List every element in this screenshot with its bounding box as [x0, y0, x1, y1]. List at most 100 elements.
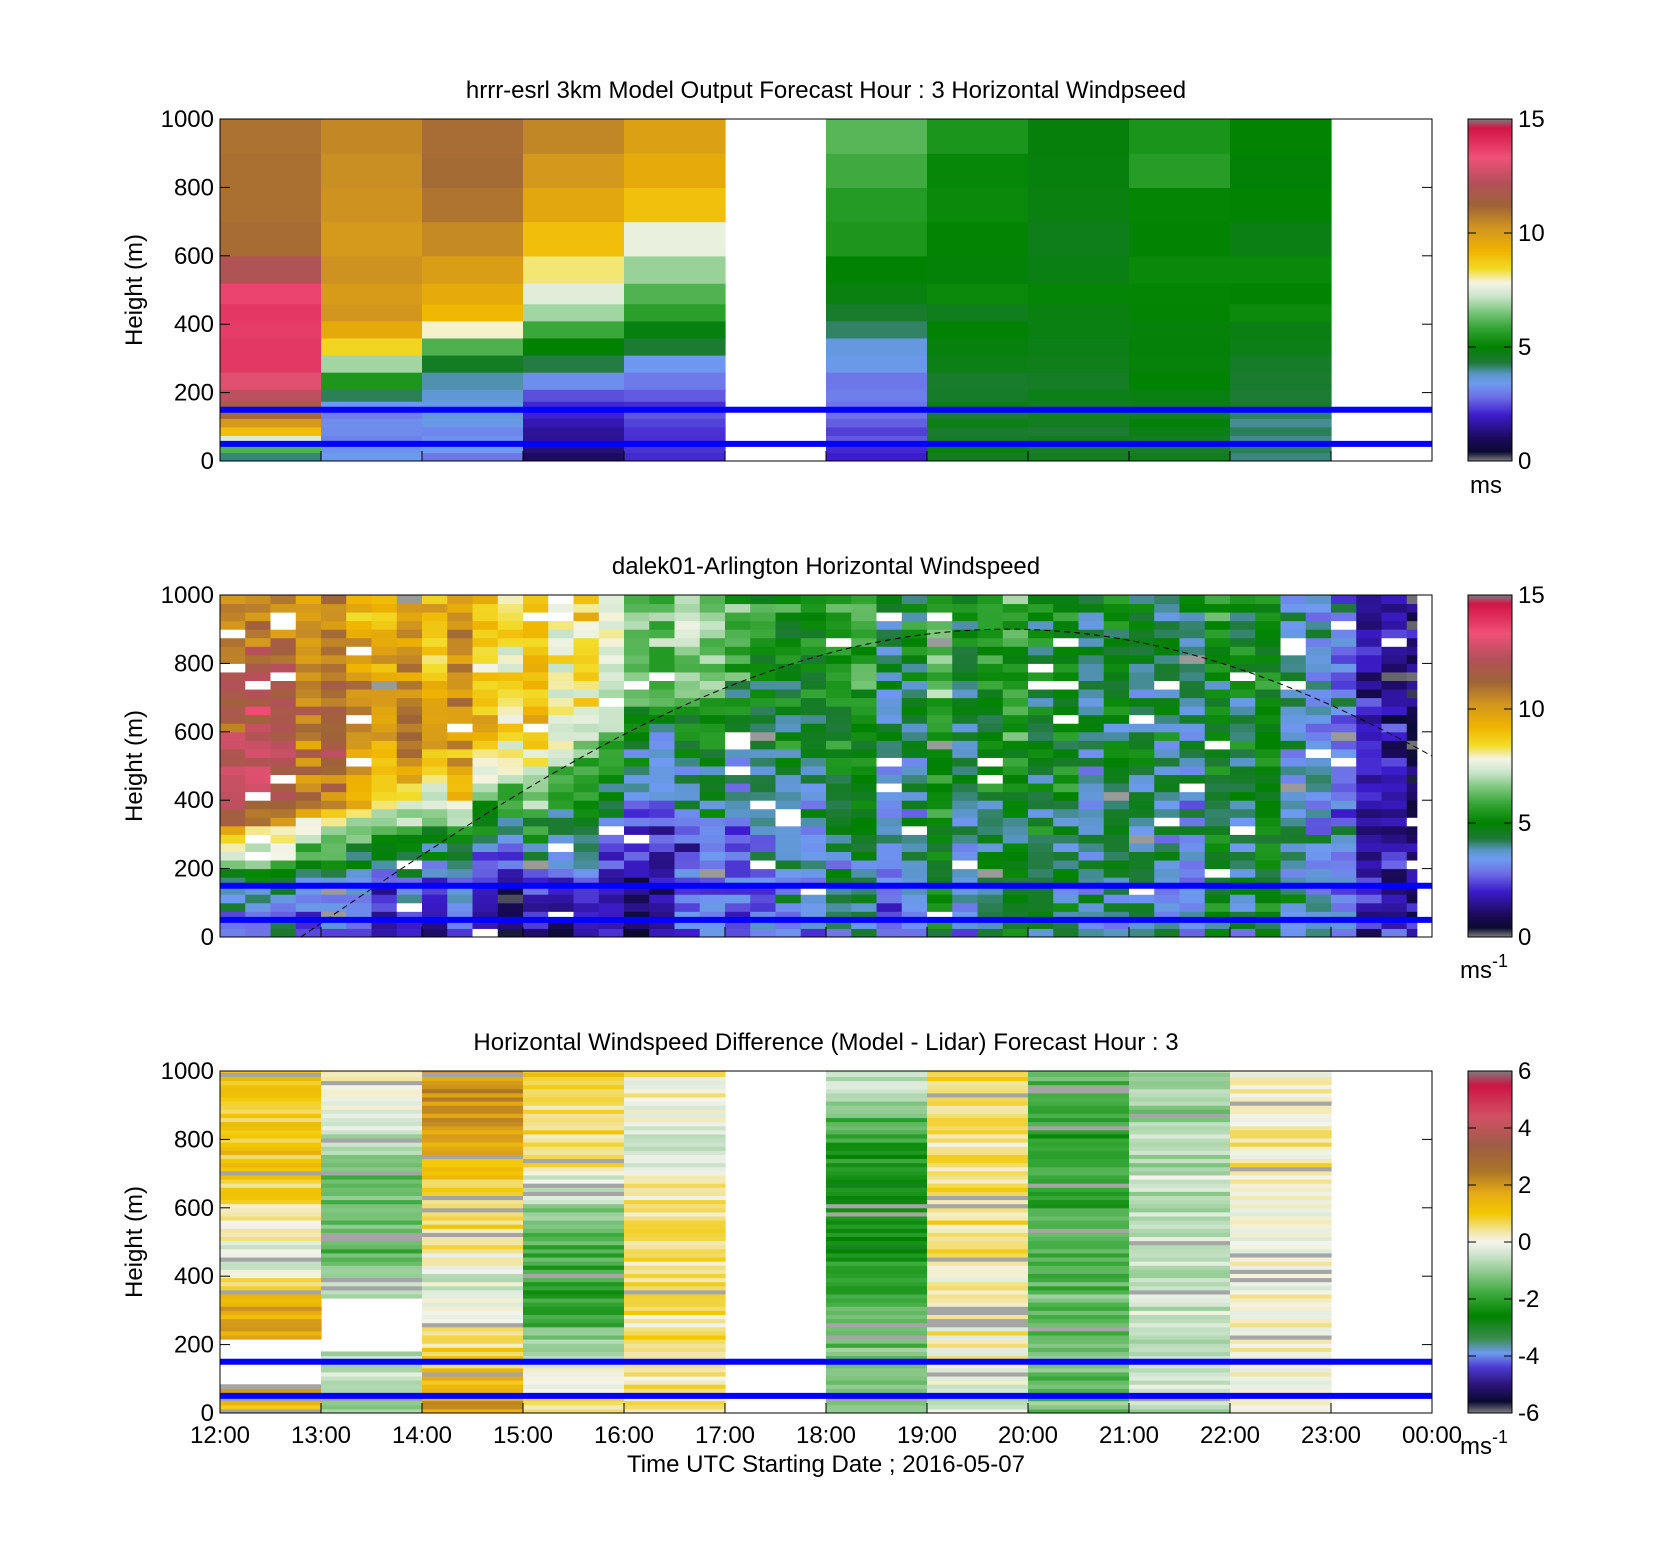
panel-lidar-cell — [1406, 885, 1418, 895]
panel-difference-cell — [1129, 1322, 1231, 1328]
panel-model-cell — [927, 409, 1029, 419]
panel-difference-cell — [624, 1088, 726, 1094]
panel-lidar-cell — [851, 663, 877, 673]
panel-lidar-cell — [422, 689, 448, 699]
panel-lidar-cell — [876, 817, 903, 827]
panel-lidar-cell — [321, 603, 347, 613]
panel-lidar-cell — [497, 654, 524, 664]
panel-lidar-cell — [1103, 714, 1130, 724]
panel-lidar-cell — [901, 603, 928, 613]
panel-lidar-cell — [270, 885, 297, 895]
panel-difference-cell — [523, 1244, 625, 1250]
panel-lidar-cell — [775, 706, 802, 716]
panel-lidar-cell — [1381, 671, 1408, 681]
panel-difference-cell — [523, 1146, 625, 1151]
panel-lidar-cell — [1230, 834, 1256, 844]
colorbar-tick-label: 0 — [1518, 448, 1531, 475]
panel-lidar-cell — [1002, 817, 1029, 827]
panel-lidar-cell — [598, 919, 625, 929]
panel-lidar-cell — [270, 689, 297, 699]
panel-lidar-cell — [1103, 851, 1130, 861]
panel-lidar-cell — [573, 834, 600, 844]
panel-difference-cell — [927, 1088, 1029, 1094]
panel-lidar-cell — [1154, 877, 1180, 887]
panel-difference-cell — [422, 1265, 524, 1270]
panel-lidar-cell — [1103, 620, 1130, 630]
panel-lidar-cell — [346, 714, 372, 724]
panel-lidar-cell — [927, 894, 953, 904]
panel-lidar-cell — [220, 654, 246, 664]
y-tick-label: 600 — [174, 243, 214, 270]
panel-lidar-cell — [876, 629, 903, 639]
panel-lidar-cell — [1255, 928, 1281, 937]
panel-lidar-cell — [245, 714, 271, 724]
panel-difference-cell — [1230, 1269, 1332, 1274]
panel-lidar-cell — [220, 766, 246, 776]
panel-lidar-cell — [624, 620, 650, 630]
panel-difference: Horizontal Windspeed Difference (Model -… — [121, 1029, 1539, 1478]
panel-lidar-cell — [927, 800, 953, 810]
panel-difference-cell — [220, 1211, 322, 1217]
panel-difference-cell — [422, 1326, 524, 1332]
panel-lidar-cell — [1154, 740, 1180, 750]
panel-lidar-cell — [270, 783, 297, 793]
panel-difference-cell — [826, 1154, 928, 1160]
panel-difference-cell — [523, 1133, 625, 1139]
panel-lidar-cell — [800, 817, 827, 827]
panel-lidar-cell — [1230, 603, 1256, 613]
panel-difference-cell — [1129, 1306, 1231, 1311]
panel-model-cell — [321, 187, 423, 223]
panel-lidar-cell — [674, 766, 701, 776]
panel-lidar-cell — [1331, 620, 1357, 630]
panel-difference-cell — [1230, 1252, 1332, 1258]
panel-lidar-cell — [1230, 868, 1256, 878]
panel-lidar-cell — [851, 877, 877, 887]
panel-difference-cell — [927, 1330, 1029, 1336]
panel-lidar-cell — [220, 928, 246, 937]
panel-lidar-cell — [674, 654, 701, 664]
panel-lidar-cell — [220, 671, 246, 681]
panel-lidar-cell — [876, 834, 903, 844]
panel-difference-cell — [422, 1314, 524, 1320]
panel-lidar-cell — [624, 680, 650, 690]
panel-lidar-cell — [1280, 817, 1307, 827]
panel-difference-cell — [927, 1228, 1029, 1233]
panel-lidar-cell — [699, 731, 726, 741]
panel-lidar-cell — [1255, 671, 1281, 681]
panel-lidar-cell — [1356, 774, 1382, 784]
panel-lidar-cell — [674, 637, 701, 647]
panel-lidar-cell — [1280, 894, 1307, 904]
panel-lidar-cell — [1129, 748, 1155, 758]
panel-model-cell — [1230, 320, 1332, 339]
panel-lidar-cell — [649, 663, 675, 673]
panel-lidar-cell — [1154, 654, 1180, 664]
panel-difference-cell — [220, 1179, 322, 1184]
panel-lidar-cell — [674, 663, 701, 673]
panel-difference-cell — [624, 1347, 726, 1352]
panel-lidar-cell — [548, 629, 574, 639]
panel-difference-cell — [1028, 1347, 1130, 1352]
panel-lidar-cell — [321, 860, 347, 870]
panel-lidar-cell — [826, 842, 852, 852]
panel-lidar-cell — [497, 877, 524, 887]
panel-lidar-cell — [346, 928, 372, 937]
panel-lidar-cell — [1381, 791, 1408, 801]
panel-difference-cell — [1129, 1138, 1231, 1143]
panel-lidar-cell — [422, 860, 448, 870]
panel-difference-cell — [1129, 1326, 1231, 1332]
panel-model-cell — [1028, 354, 1130, 373]
panel-lidar-cell — [952, 663, 978, 673]
panel-lidar-cell — [800, 697, 827, 707]
panel-difference-cell — [624, 1096, 726, 1102]
panel-lidar-cell — [952, 680, 978, 690]
panel-lidar-cell — [1129, 714, 1155, 724]
panel-difference-cell — [826, 1187, 928, 1192]
panel-model-cell — [624, 153, 726, 188]
panel-lidar-cell — [1305, 817, 1332, 827]
panel-lidar-cell — [346, 612, 372, 622]
panel-lidar-cell — [699, 825, 726, 835]
panel-lidar-cell — [1028, 800, 1054, 810]
panel-lidar-cell — [851, 885, 877, 895]
panel-lidar-cell — [598, 595, 625, 605]
panel-lidar-cell — [1078, 731, 1105, 741]
